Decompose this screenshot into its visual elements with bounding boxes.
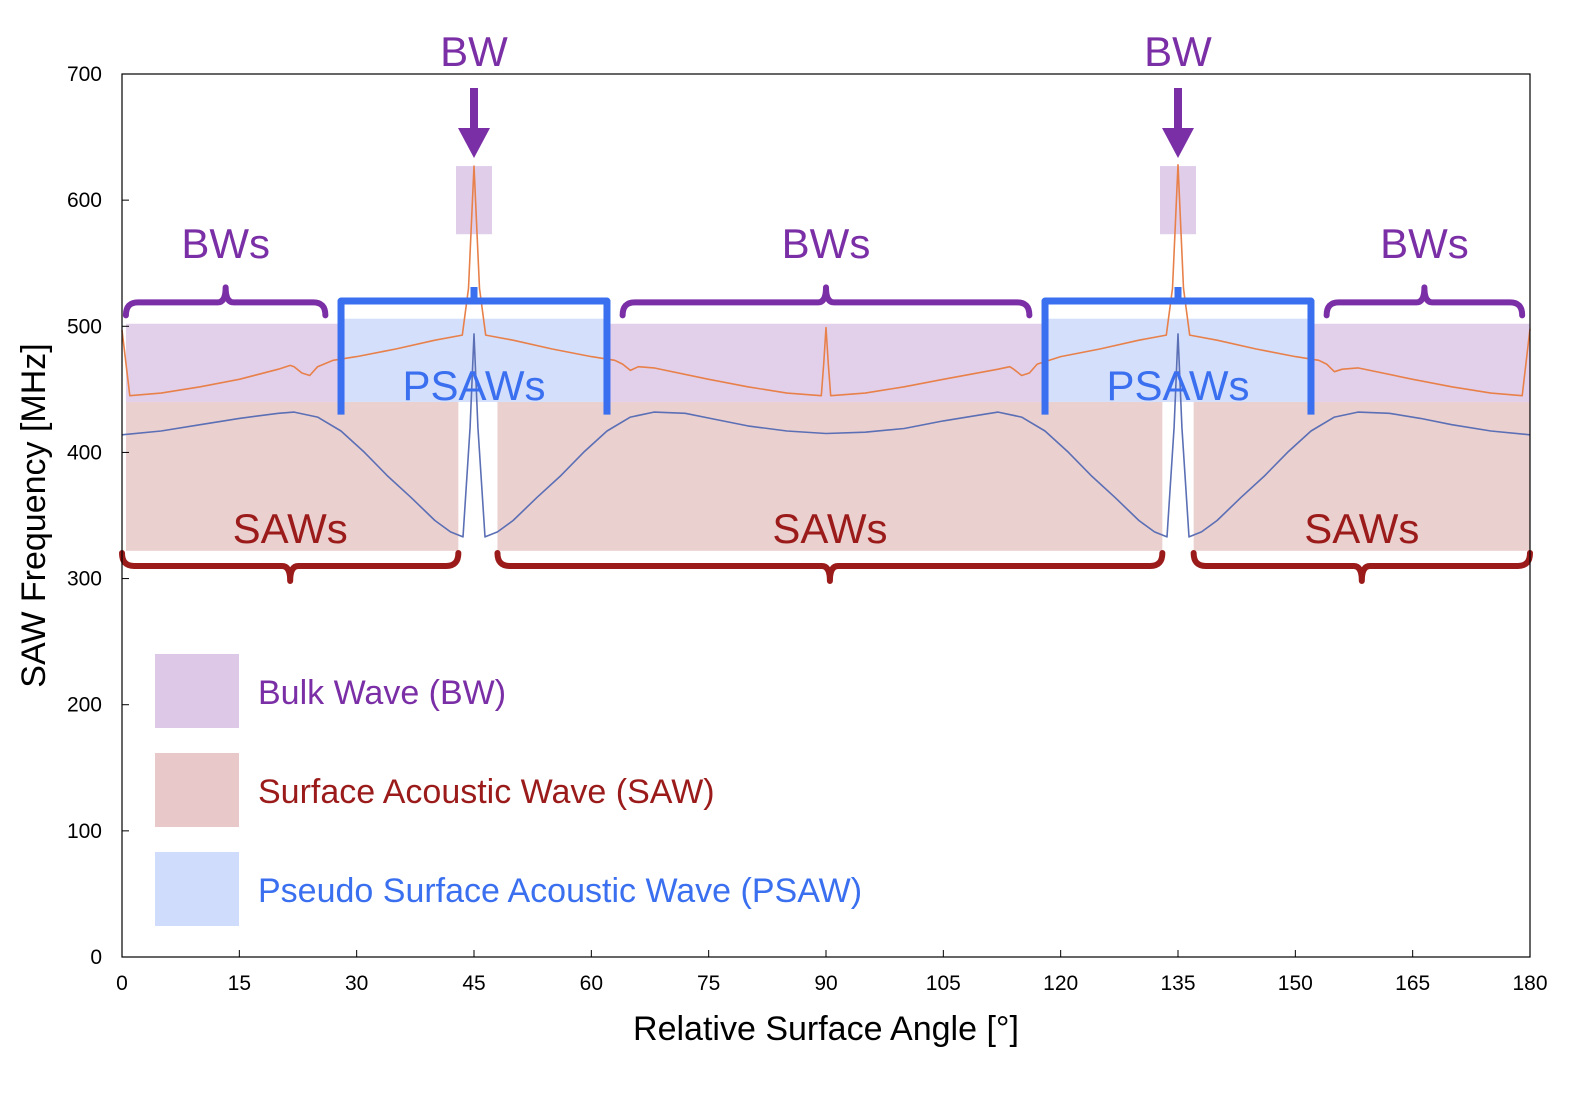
bw-shade — [125, 323, 342, 402]
y-tick-label: 600 — [67, 189, 102, 212]
x-tick-label: 60 — [580, 972, 603, 995]
x-tick-label: 30 — [345, 972, 368, 995]
region-label-psaws: PSAWs — [402, 362, 545, 409]
bw-arrow-head — [1162, 128, 1194, 158]
legend-label: Bulk Wave (BW) — [258, 674, 506, 712]
y-tick-label: 700 — [67, 63, 102, 86]
x-tick-label: 120 — [1043, 972, 1078, 995]
region-label-bws: BWs — [181, 220, 270, 267]
region-label-bws: BWs — [782, 220, 871, 267]
x-axis-title: Relative Surface Angle [°] — [633, 1010, 1019, 1048]
region-label-saws: SAWs — [233, 505, 348, 552]
saw-shade — [497, 401, 1163, 551]
x-tick-label: 75 — [697, 972, 720, 995]
y-axis-title: SAW Frequency [MHz] — [15, 343, 53, 687]
region-label-bw: BW — [440, 28, 508, 75]
x-tick-label: 150 — [1278, 972, 1313, 995]
region-label-saws: SAWs — [772, 505, 887, 552]
psaw-bracket — [1041, 287, 1315, 415]
region-label-bws: BWs — [1380, 220, 1469, 267]
x-tick-label: 0 — [116, 972, 128, 995]
region-shading — [125, 166, 1530, 551]
series-line-1 — [121, 164, 1531, 397]
x-tick-label: 15 — [228, 972, 251, 995]
x-tick-label: 180 — [1512, 972, 1547, 995]
saw-shade — [126, 401, 459, 551]
saw-shade — [1193, 401, 1530, 551]
y-tick-label: 500 — [67, 315, 102, 338]
bw-shade — [1310, 323, 1530, 402]
x-tick-label: 90 — [814, 972, 837, 995]
y-axis-ticks: 0 100 200 300 400 500 600 700 — [67, 63, 129, 969]
y-tick-label: 200 — [67, 694, 102, 717]
bw-bracket — [1323, 284, 1526, 319]
legend-swatch — [155, 654, 239, 728]
legend-swatch — [155, 852, 239, 926]
region-label-saws: SAWs — [1304, 505, 1419, 552]
series-lines — [121, 164, 1531, 538]
region-label-bw: BW — [1144, 28, 1212, 75]
psaw-shade — [341, 318, 607, 402]
psaw-shade — [1045, 318, 1311, 402]
legend-swatch — [155, 753, 239, 827]
y-tick-label: 300 — [67, 568, 102, 591]
x-tick-label: 135 — [1160, 972, 1195, 995]
legend: Bulk Wave (BW) Surface Acoustic Wave (SAW… — [155, 654, 862, 926]
saw-bracket — [1190, 549, 1533, 584]
bw-bracket — [122, 284, 329, 319]
region-brackets — [119, 88, 1533, 584]
saw-bracket — [494, 549, 1166, 584]
saw-bracket — [119, 549, 462, 584]
region-label-psaws: PSAWs — [1106, 362, 1249, 409]
bw-arrow-head — [458, 128, 490, 158]
x-tick-label: 105 — [926, 972, 961, 995]
y-tick-label: 400 — [67, 441, 102, 464]
y-tick-label: 0 — [90, 946, 102, 969]
series-line-2 — [121, 333, 1531, 538]
y-tick-label: 100 — [67, 820, 102, 843]
legend-label: Surface Acoustic Wave (SAW) — [258, 773, 715, 811]
bw-bracket — [619, 284, 1033, 319]
x-axis-ticks: 0 15 30 45 60 75 90 105 120 135 150 165 180 — [116, 950, 1548, 995]
x-tick-label: 165 — [1395, 972, 1430, 995]
x-tick-label: 45 — [462, 972, 485, 995]
legend-label: Pseudo Surface Acoustic Wave (PSAW) — [258, 872, 862, 910]
region-labels: BWs BW BWs BW BWs PSAWs PSAWs SAWs SAWs SAWs — [181, 28, 1468, 552]
psaw-bracket — [337, 287, 611, 415]
